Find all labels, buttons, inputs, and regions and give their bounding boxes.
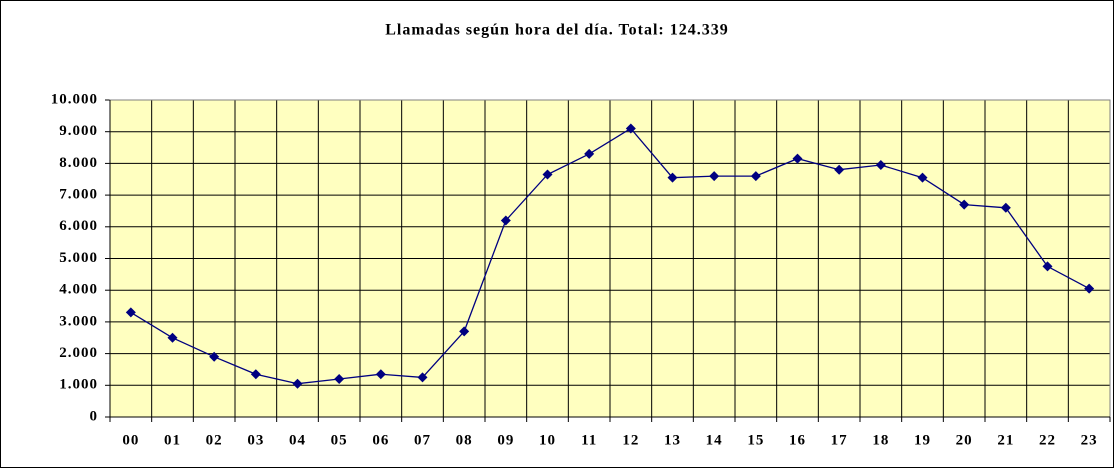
data-marker: [1084, 283, 1095, 294]
x-tick-label: 01: [164, 432, 181, 448]
x-tick-label: 06: [372, 432, 389, 448]
y-tick-label: 6.000: [59, 218, 98, 234]
x-tick-label: 03: [247, 432, 264, 448]
data-marker: [709, 171, 720, 182]
data-marker: [1000, 202, 1011, 213]
data-marker: [792, 153, 803, 164]
data-marker: [375, 369, 386, 380]
data-marker: [292, 378, 303, 389]
chart-title: Llamadas según hora del día. Total: 124.…: [385, 22, 729, 39]
x-tick-label: 23: [1081, 432, 1098, 448]
data-marker: [959, 199, 970, 210]
x-tick-label: 16: [789, 432, 806, 448]
data-marker: [625, 123, 636, 134]
x-tick-label: 13: [664, 432, 681, 448]
y-tick-label: 1.000: [59, 377, 98, 393]
y-tick-label: 0: [90, 408, 99, 424]
x-tick-label: 18: [872, 432, 889, 448]
data-marker: [1042, 261, 1053, 272]
y-tick-label: 8.000: [59, 155, 98, 171]
x-tick-label: 00: [122, 432, 139, 448]
y-tick-label: 10.000: [51, 91, 98, 107]
data-marker: [917, 172, 928, 183]
data-marker: [334, 373, 345, 384]
x-tick-label: 12: [622, 432, 639, 448]
x-tick-label: 22: [1039, 432, 1056, 448]
data-marker: [750, 171, 761, 182]
data-marker: [584, 148, 595, 159]
x-tick-label: 07: [414, 432, 431, 448]
y-tick-label: 2.000: [59, 345, 98, 361]
data-marker: [125, 307, 136, 318]
y-tick-label: 9.000: [59, 123, 98, 139]
x-tick-label: 17: [831, 432, 848, 448]
data-marker: [542, 169, 553, 180]
x-tick-label: 15: [747, 432, 764, 448]
x-tick-label: 05: [331, 432, 348, 448]
data-marker: [875, 159, 886, 170]
x-tick-label: 14: [706, 432, 723, 448]
x-tick-label: 20: [956, 432, 973, 448]
y-tick-label: 5.000: [59, 250, 98, 266]
x-tick-label: 02: [206, 432, 223, 448]
y-tick-label: 4.000: [59, 282, 98, 298]
data-marker: [500, 215, 511, 226]
data-line: [130, 127, 1090, 385]
x-tick-label: 19: [914, 432, 931, 448]
data-marker: [834, 164, 845, 175]
x-tick-label: 08: [456, 432, 473, 448]
y-tick-label: 7.000: [59, 187, 98, 203]
x-tick-label: 11: [581, 432, 597, 448]
data-marker: [209, 351, 220, 362]
data-marker: [167, 332, 178, 343]
data-marker: [417, 372, 428, 383]
y-tick-label: 3.000: [59, 313, 98, 329]
x-tick-label: 04: [289, 432, 306, 448]
x-tick-label: 09: [497, 432, 514, 448]
data-marker: [250, 369, 261, 380]
x-tick-label: 10: [539, 432, 556, 448]
x-tick-label: 21: [997, 432, 1014, 448]
data-marker: [459, 326, 470, 337]
data-marker: [667, 172, 678, 183]
